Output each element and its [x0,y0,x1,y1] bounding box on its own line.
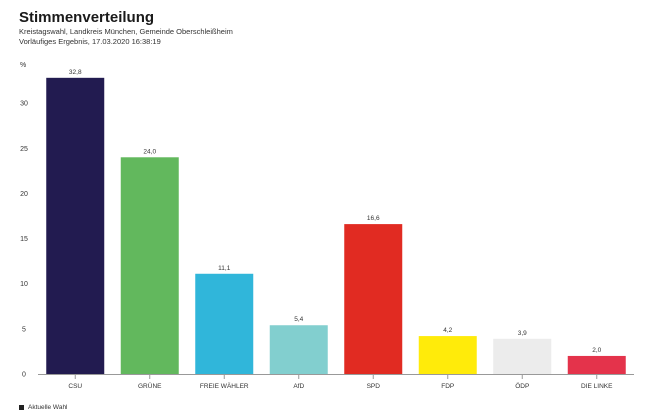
y-tick-label: 15 [20,236,28,243]
bar-value-label: 32,8 [69,69,82,76]
bar-value-label: 4,2 [443,327,452,334]
bar [269,325,328,374]
chart-subtitle: Kreistagswahl, Landkreis München, Gemein… [19,27,233,36]
y-tick-label: 0 [22,372,26,379]
chart-header: Stimmenverteilung Kreistagswahl, Landkre… [19,9,647,47]
y-tick-label: 5 [22,326,26,333]
chart-title: Stimmenverteilung [19,9,155,26]
legend-swatch [19,405,24,410]
y-tick-label: 25 [20,146,28,153]
bar-value-label: 2,0 [592,347,601,354]
bar [344,224,403,374]
y-tick-label: 10 [20,281,28,288]
y-tick-label: 20 [20,191,28,198]
legend: Aktuelle Wahl [19,404,68,411]
y-axis-label: % [20,62,26,69]
x-tick-label: ÖDP [515,382,529,390]
bar [120,157,179,374]
bar [418,336,477,374]
bar-chart: % 0 5 10 15 20 25 30 32,8 CSU 24,0 GRÜNE 11,1 FREIE W… [20,62,634,390]
x-tick-label: FDP [441,383,454,390]
x-tick-label: CSU [68,383,82,390]
bar-value-label: 3,9 [518,330,527,337]
legend-label: Aktuelle Wahl [28,404,68,411]
x-tick-label: DIE LINKE [581,383,613,390]
x-tick-label: FREIE WÄHLER [200,382,249,390]
x-tick-label: AfD [293,383,304,390]
bar-value-label: 11,1 [218,265,231,272]
bar [46,77,105,374]
x-tick-label: GRÜNE [138,382,162,390]
bar [567,355,626,374]
bar-value-label: 5,4 [294,316,303,323]
bar [195,273,254,374]
result-status: Vorläufiges Ergebnis, 17.03.2020 16:38:1… [19,37,161,46]
bar-value-label: 16,6 [367,215,380,222]
y-tick-label: 30 [20,101,28,108]
x-tick-label: SPD [367,383,381,390]
bar [493,338,552,374]
bar-value-label: 24,0 [143,148,156,155]
